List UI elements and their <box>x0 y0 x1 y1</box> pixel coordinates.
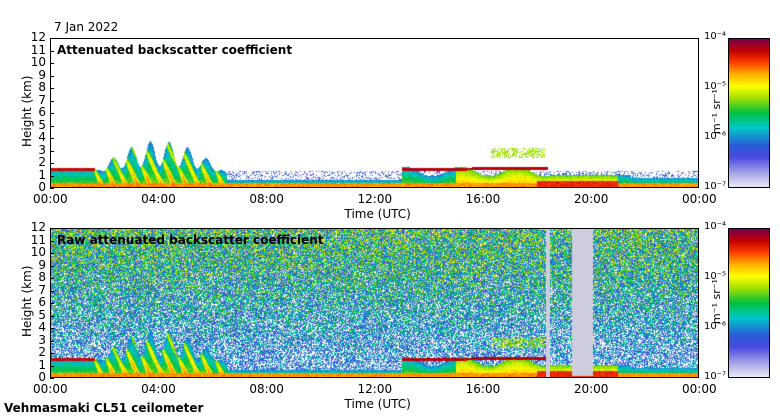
x-tick-label: 08:00 <box>249 382 284 396</box>
plot-title: Raw attenuated backscatter coefficient <box>57 233 324 247</box>
x-tick-label: 16:00 <box>465 382 501 396</box>
y-tick-label: 11 <box>30 42 46 57</box>
y-tick-mark <box>50 175 54 177</box>
y-tick-label: 4 <box>38 130 46 144</box>
y-tick-mark <box>50 75 54 77</box>
y-tick-mark <box>50 240 54 242</box>
y-tick-mark <box>50 138 54 139</box>
plot-title: Attenuated backscatter coefficient <box>57 43 293 57</box>
y-tick-mark <box>50 278 54 279</box>
y-tick-mark <box>50 50 54 52</box>
heatmap-canvas <box>51 229 698 377</box>
y-tick-label: 7 <box>38 92 46 107</box>
colorbar <box>728 38 770 188</box>
date-label: 7 Jan 2022 <box>54 20 119 34</box>
y-tick-mark <box>50 253 54 254</box>
colorbar-unit-label: m⁻¹ sr⁻¹ <box>709 89 723 134</box>
x-tick-label: 00:00 <box>682 192 717 206</box>
heatmap-canvas <box>51 39 698 187</box>
colorbar-tick-label: 10⁻⁵ <box>703 271 726 282</box>
y-tick-label: 6 <box>38 105 46 119</box>
x-axis-label: Time (UTC) <box>344 397 411 411</box>
y-tick-label: 5 <box>38 307 46 322</box>
colorbar-tick-label: 10⁻⁴ <box>703 31 726 42</box>
x-tick-label: 20:00 <box>573 382 609 396</box>
y-tick-mark <box>50 340 54 342</box>
y-tick-mark <box>50 63 54 64</box>
colorbar-tick-label: 10⁻⁶ <box>703 321 726 332</box>
y-tick-label: 7 <box>38 282 46 297</box>
y-tick-mark <box>50 88 54 89</box>
x-tick-label: 00:00 <box>33 382 68 396</box>
y-tick-mark <box>50 365 54 367</box>
y-tick-mark <box>50 378 54 379</box>
y-tick-mark <box>50 265 54 267</box>
x-tick-label: 08:00 <box>249 192 284 206</box>
y-tick-label: 0 <box>38 370 46 384</box>
colorbar-tick-label: 10⁻⁴ <box>703 221 726 232</box>
y-tick-label: 10 <box>30 55 46 69</box>
y-tick-label: 2 <box>38 345 46 359</box>
y-tick-label: 10 <box>30 245 46 259</box>
y-tick-label: 8 <box>38 270 46 284</box>
x-tick-label: 16:00 <box>465 192 501 206</box>
y-tick-mark <box>50 38 54 39</box>
y-tick-label: 9 <box>38 67 46 82</box>
y-axis-label: Height (km) <box>20 75 34 147</box>
y-tick-mark <box>50 303 54 304</box>
x-tick-label: 20:00 <box>573 192 609 206</box>
y-tick-mark <box>50 150 54 152</box>
y-tick-label: 6 <box>38 295 46 309</box>
x-tick-label: 00:00 <box>682 382 717 396</box>
y-tick-label: 5 <box>38 117 46 132</box>
y-tick-mark <box>50 113 54 114</box>
raw-backscatter-heatmap: Raw attenuated backscatter coefficient <box>50 228 699 378</box>
y-tick-label: 0 <box>38 180 46 194</box>
instrument-label: Vehmasmaki CL51 ceilometer <box>4 401 204 415</box>
y-tick-label: 12 <box>30 30 46 44</box>
x-tick-label: 00:00 <box>33 192 68 206</box>
y-tick-label: 9 <box>38 257 46 272</box>
colorbar <box>728 228 770 378</box>
x-tick-label: 04:00 <box>141 192 176 206</box>
y-tick-mark <box>50 188 54 189</box>
y-tick-mark <box>50 100 54 102</box>
x-tick-label: 12:00 <box>357 192 393 206</box>
colorbar-tick-label: 10⁻⁵ <box>703 81 726 92</box>
y-tick-mark <box>50 290 54 292</box>
y-tick-label: 1 <box>38 167 46 182</box>
colorbar-tick-label: 10⁻⁶ <box>703 131 726 142</box>
y-tick-mark <box>50 353 54 354</box>
y-axis-label: Height (km) <box>20 265 34 337</box>
y-tick-label: 3 <box>38 332 46 347</box>
backscatter-panel: Attenuated backscatter coefficient 0 1 2 3 4 5… <box>20 30 770 221</box>
colorbar-tick-label: 10⁻⁷ <box>703 181 726 192</box>
x-tick-label: 12:00 <box>357 382 393 396</box>
x-tick-label: 04:00 <box>141 382 176 396</box>
y-tick-label: 12 <box>30 220 46 234</box>
colorbar-unit-label: m⁻¹ sr⁻¹ <box>709 279 723 324</box>
y-tick-label: 2 <box>38 155 46 169</box>
y-tick-label: 11 <box>30 232 46 247</box>
y-tick-mark <box>50 163 54 164</box>
colorbar-tick-label: 10⁻⁷ <box>703 371 726 382</box>
y-tick-mark <box>50 228 54 229</box>
x-axis-label: Time (UTC) <box>344 207 411 221</box>
y-tick-mark <box>50 328 54 329</box>
y-tick-mark <box>50 315 54 317</box>
y-tick-mark <box>50 125 54 127</box>
y-tick-label: 8 <box>38 80 46 94</box>
backscatter-heatmap: Attenuated backscatter coefficient <box>50 38 699 188</box>
y-tick-label: 3 <box>38 142 46 157</box>
y-tick-label: 4 <box>38 320 46 334</box>
y-tick-label: 1 <box>38 357 46 372</box>
